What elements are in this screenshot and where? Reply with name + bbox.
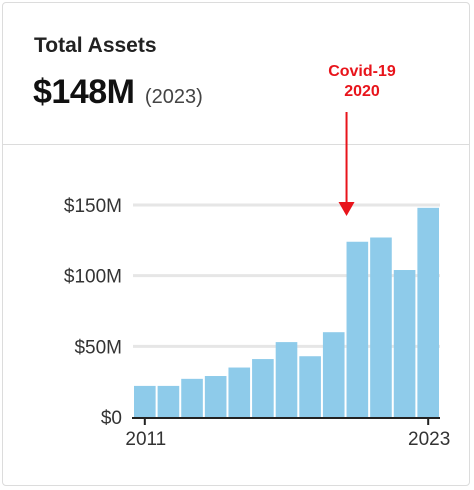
tick-labels: $0 $50M $100M $150M 2011 2023 [64,196,450,450]
annotation-year: 2020 [344,83,380,100]
y-tick-label: $50M [74,337,122,358]
bar-2013 [181,378,203,417]
x-tick-label: 2011 [125,429,166,450]
bar-2018 [299,356,321,417]
axes [132,417,440,425]
x-tick-label: 2023 [408,429,450,450]
value-year: (2023) [144,86,203,108]
annotation-arrowhead [338,202,355,216]
y-tick-label: $100M [64,267,122,288]
annotation-label: Covid-19 [328,63,396,80]
total-assets-value: $148M [33,73,135,111]
bar-2014 [204,376,227,417]
bar-2023 [417,207,439,417]
bar-2015 [228,367,251,417]
bar-2020 [346,241,369,417]
covid-annotation: Covid-19 2020 [322,62,402,102]
bar-2022 [393,270,416,417]
bar-2019 [322,332,345,417]
card-title: Total Assets [34,34,157,57]
bar-2016 [252,359,274,417]
headline-value-row: $148M (2023) [33,73,203,112]
y-tick-label: $0 [101,408,122,429]
bar-2021 [370,237,392,417]
annotation-arrow [338,112,355,216]
y-tick-label: $150M [64,196,122,217]
bar-2011 [134,385,156,417]
bars [134,207,439,417]
bar-2017 [275,342,298,417]
card-divider [3,144,469,145]
bar-2012 [157,385,180,417]
